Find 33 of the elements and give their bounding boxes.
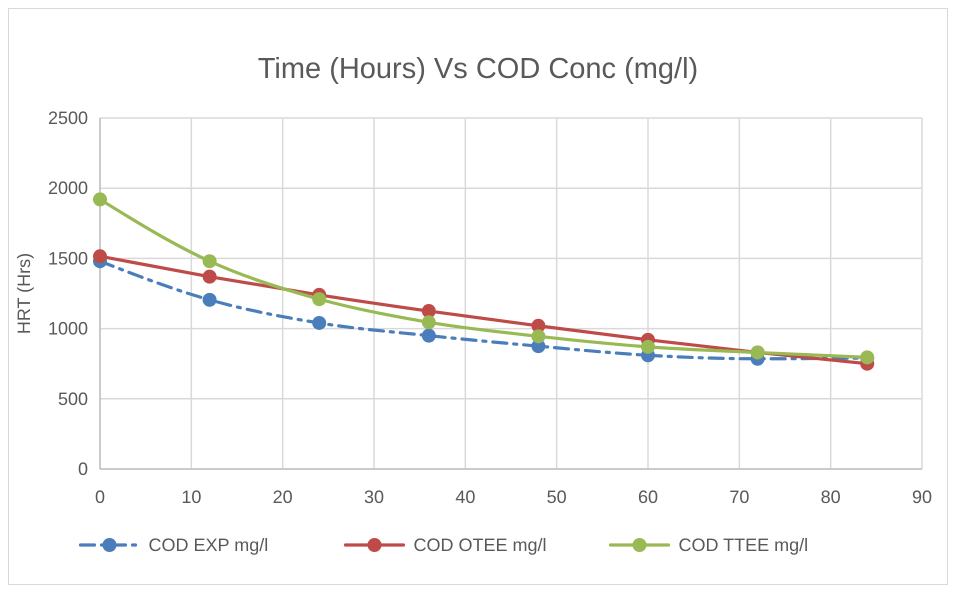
x-tick-label: 10	[181, 487, 202, 507]
y-tick-label: 500	[58, 388, 88, 409]
point	[312, 316, 326, 330]
point	[641, 340, 655, 354]
point	[312, 292, 326, 306]
point	[202, 292, 217, 307]
x-tick-label: 70	[729, 487, 750, 507]
chart-title: Time (Hours) Vs COD Conc (mg/l)	[258, 53, 698, 85]
legend-label: COD OTEE mg/l	[414, 535, 547, 555]
point	[202, 270, 217, 284]
x-tick-label: 20	[272, 487, 293, 507]
point	[422, 315, 436, 330]
point	[422, 328, 436, 343]
point	[202, 254, 217, 268]
point	[93, 192, 107, 206]
x-tick-label: 50	[546, 487, 567, 507]
x-tick-label: 0	[94, 487, 106, 507]
y-tick-label: 0	[78, 459, 88, 479]
legend-label: COD EXP mg/l	[148, 535, 268, 555]
x-tick-label: 90	[912, 487, 932, 507]
x-tick-label: 40	[455, 487, 476, 507]
legend-label: COD TTEE mg/l	[678, 535, 808, 555]
point	[93, 249, 107, 264]
x-tick-label: 30	[364, 487, 384, 507]
point	[531, 329, 546, 344]
y-tick-label: 1000	[48, 318, 88, 339]
y-tick-label: 2000	[48, 178, 88, 198]
x-tick-label: 80	[820, 487, 841, 507]
y-tick-label: 1500	[48, 248, 88, 268]
point	[422, 304, 436, 318]
x-tick-label: 60	[638, 487, 658, 507]
y-tick-label: 2500	[48, 108, 88, 128]
y-axis-title: HRT (Hrs)	[14, 252, 34, 334]
